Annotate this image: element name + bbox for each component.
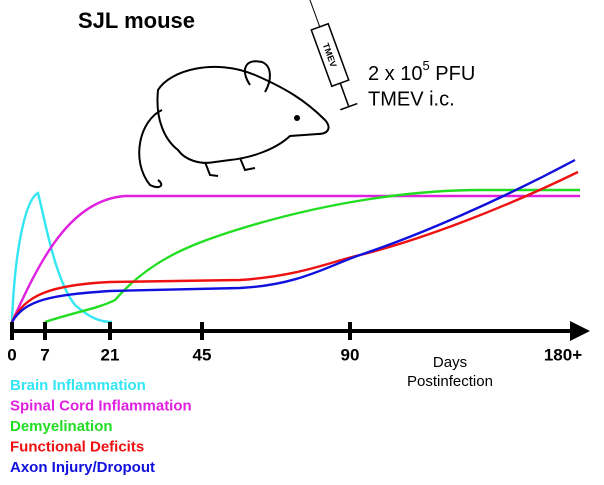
tick-label: 180+ xyxy=(544,345,582,364)
spinal-cord-curve xyxy=(10,194,580,323)
functional-deficits-curve xyxy=(10,170,579,323)
legend-item: Demyelination xyxy=(10,418,113,435)
tick-label: 45 xyxy=(193,345,212,364)
axon-injury-curve xyxy=(10,158,576,323)
axis xyxy=(10,321,590,341)
dose-unit: PFU xyxy=(430,63,476,85)
legend-item: Brain Inflammation xyxy=(10,377,146,394)
curves xyxy=(10,158,580,324)
legend-item: Spinal Cord Inflammation xyxy=(10,397,192,414)
dose-base: 2 x 10 xyxy=(368,63,422,85)
axis-label: Postinfection xyxy=(407,373,493,390)
dose-exponent: 5 xyxy=(422,58,429,73)
tick-label: 90 xyxy=(341,345,360,364)
dose: 2 x 105 PFU xyxy=(368,58,475,85)
mouse-illustration: TMEV xyxy=(138,0,358,189)
legend: Brain Inflammation Spinal Cord Inflammati… xyxy=(10,377,192,476)
tick-label: 0 xyxy=(7,345,16,364)
legend-item: Functional Deficits xyxy=(10,438,144,455)
tick-labels: 0 7 21 45 90 180+ xyxy=(7,345,582,364)
tick-label: 7 xyxy=(40,345,49,364)
legend-item: Axon Injury/Dropout xyxy=(10,459,155,476)
tick-label: 21 xyxy=(101,345,120,364)
demyelination-curve xyxy=(44,188,580,324)
brain-inflammation-curve xyxy=(10,191,113,324)
axis-label: Days xyxy=(433,354,467,371)
route: TMEV i.c. xyxy=(368,88,455,110)
title: SJL mouse xyxy=(78,8,195,33)
